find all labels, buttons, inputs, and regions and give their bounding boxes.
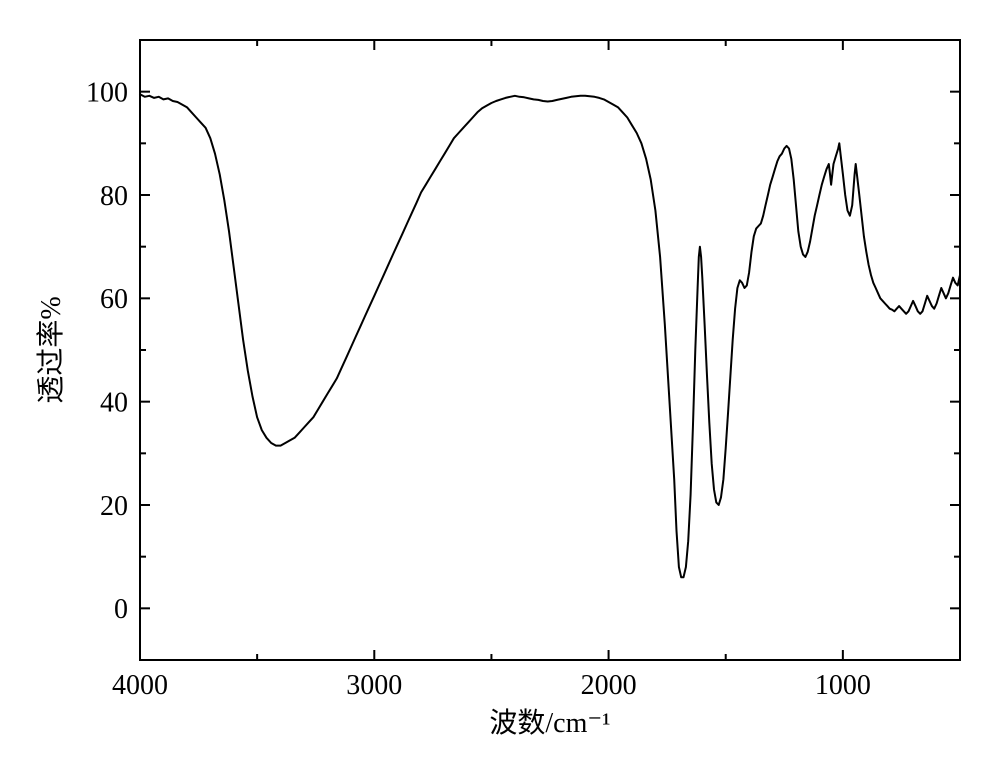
y-tick-label: 40 bbox=[100, 387, 128, 418]
x-tick-label: 3000 bbox=[346, 670, 402, 701]
y-tick-label: 20 bbox=[100, 491, 128, 522]
y-tick-label: 100 bbox=[86, 77, 128, 108]
y-tick-label: 0 bbox=[114, 594, 128, 625]
x-tick-label: 2000 bbox=[581, 670, 637, 701]
y-tick-label: 60 bbox=[100, 284, 128, 315]
x-tick-label: 1000 bbox=[815, 670, 871, 701]
y-tick-label: 80 bbox=[100, 181, 128, 212]
y-axis-label: 透过率% bbox=[35, 296, 67, 403]
x-axis-label: 波数/cm⁻¹ bbox=[489, 707, 610, 739]
ir-spectrum-chart: 4000 3000 2000 1000 0 20 40 60 80 100 波数/cm⁻¹ 透过率% bbox=[0, 0, 1000, 758]
x-tick-label: 4000 bbox=[112, 670, 168, 701]
